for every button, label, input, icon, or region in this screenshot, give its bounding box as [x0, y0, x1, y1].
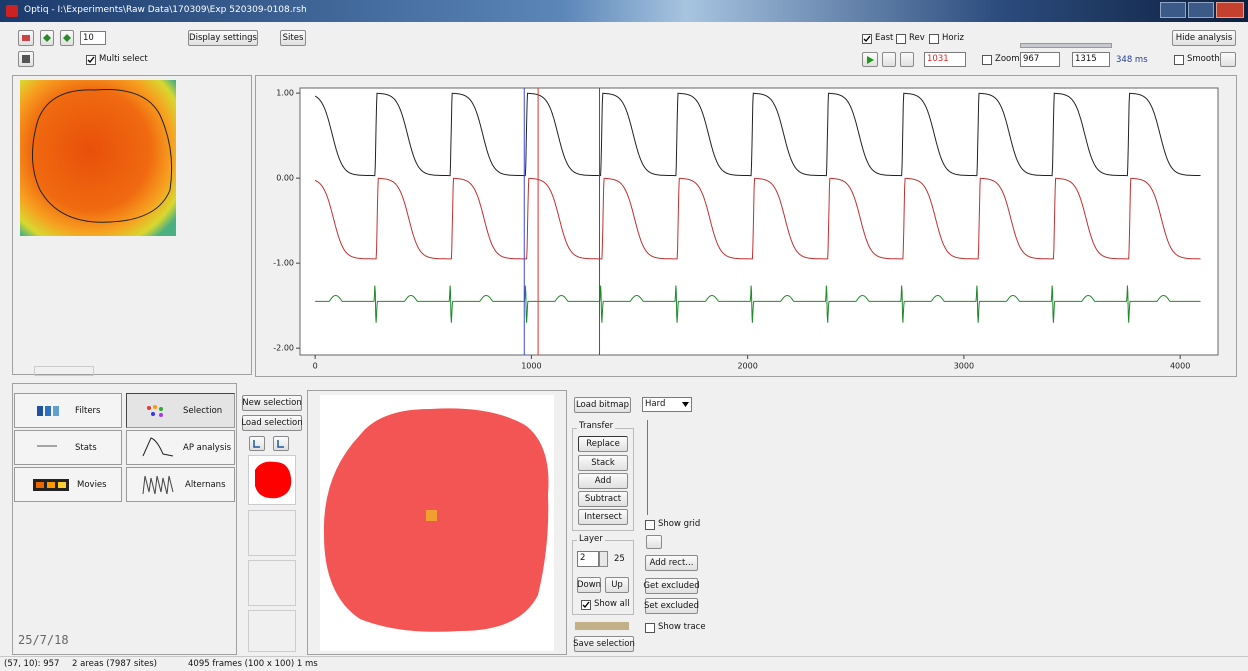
set-excluded-button[interactable]: Set excluded — [645, 598, 698, 614]
ap-analysis-tab[interactable]: AP analysis — [126, 430, 235, 465]
y-tick-label: 1.00 — [276, 89, 294, 98]
x-tick-label: 3000 — [954, 362, 974, 371]
show-all-label: Show all — [594, 599, 630, 610]
stack-button[interactable]: Stack — [578, 455, 628, 471]
layer-max: 25 — [614, 554, 625, 565]
layer-spinner[interactable]: 2 — [577, 551, 599, 567]
selection-slot[interactable] — [248, 610, 296, 652]
y-tick-label: -2.00 — [273, 344, 294, 353]
show-all-checkbox[interactable] — [581, 600, 591, 610]
threshold-slider[interactable] — [647, 420, 657, 515]
load-bitmap-button[interactable]: Load bitmap — [574, 397, 631, 413]
stats-tab[interactable]: Stats — [14, 430, 122, 465]
subtract-button[interactable]: Subtract — [578, 491, 628, 507]
get-excluded-button[interactable]: Get excluded — [645, 578, 698, 594]
show-grid-label: Show grid — [658, 519, 700, 530]
add-rect-button[interactable]: Add rect... — [645, 555, 698, 571]
down-button[interactable]: Down — [577, 577, 601, 593]
selection-thumbnail[interactable] — [248, 455, 296, 505]
y-tick-label: -1.00 — [273, 259, 294, 268]
x-tick-label: 4000 — [1170, 362, 1190, 371]
status-position: (57, 10): 957 — [4, 659, 59, 670]
ap-analysis-label: AP analysis — [183, 443, 231, 453]
y-tick-label: 0.00 — [276, 174, 294, 183]
status-areas: 2 areas (7987 sites) — [72, 659, 157, 670]
show-trace-label: Show trace — [658, 622, 706, 633]
mode-dropdown[interactable]: Hard — [642, 397, 692, 412]
color-swatch[interactable] — [575, 622, 629, 630]
status-bar: (57, 10): 957 2 areas (7987 sites) 4095 … — [0, 656, 1248, 671]
selection-tab[interactable]: Selection — [126, 393, 235, 428]
date-label: 25/7/18 — [18, 633, 69, 647]
camera-icon[interactable] — [646, 535, 662, 549]
layer-spinner-arrows[interactable] — [599, 551, 608, 567]
selection-label: Selection — [183, 406, 222, 416]
x-tick-label: 2000 — [737, 362, 757, 371]
mode-value: Hard — [645, 399, 665, 409]
trace-plot: 1.00 0.00 -1.00 -2.00 0 1000 2000 3000 4000 — [0, 0, 1248, 380]
filters-label: Filters — [75, 406, 100, 416]
transfer-label: Transfer — [577, 421, 615, 432]
app-window: Optiq - I:\Experiments\Raw Data\170309\E… — [0, 0, 1248, 671]
intersect-button[interactable]: Intersect — [578, 509, 628, 525]
show-grid-checkbox[interactable] — [645, 520, 655, 530]
save-selection-button[interactable]: Save selection — [574, 636, 634, 652]
replace-button[interactable]: Replace — [578, 436, 628, 452]
selection-map[interactable] — [320, 395, 554, 651]
up-button[interactable]: Up — [605, 577, 629, 593]
alternans-tab[interactable]: Alternans — [126, 467, 235, 502]
filters-tab[interactable]: Filters — [14, 393, 122, 428]
new-selection-button[interactable]: New selection — [242, 395, 302, 411]
alternans-label: Alternans — [185, 480, 226, 490]
status-frames: 4095 frames (100 x 100) 1 ms — [188, 659, 318, 670]
selection-tool-a[interactable] — [249, 436, 265, 451]
layer-label: Layer — [577, 534, 605, 545]
selection-tool-b[interactable] — [273, 436, 289, 451]
stats-label: Stats — [75, 443, 97, 453]
selection-slot[interactable] — [248, 560, 296, 606]
plot-area — [300, 88, 1218, 355]
x-tick-label: 0 — [313, 362, 318, 371]
load-selection-button[interactable]: Load selection — [242, 415, 302, 431]
movies-tab[interactable]: Movies — [14, 467, 122, 502]
x-tick-label: 1000 — [521, 362, 541, 371]
show-trace-checkbox[interactable] — [645, 623, 655, 633]
selection-slot[interactable] — [248, 510, 296, 556]
movies-label: Movies — [77, 480, 107, 490]
add-button[interactable]: Add — [578, 473, 628, 489]
